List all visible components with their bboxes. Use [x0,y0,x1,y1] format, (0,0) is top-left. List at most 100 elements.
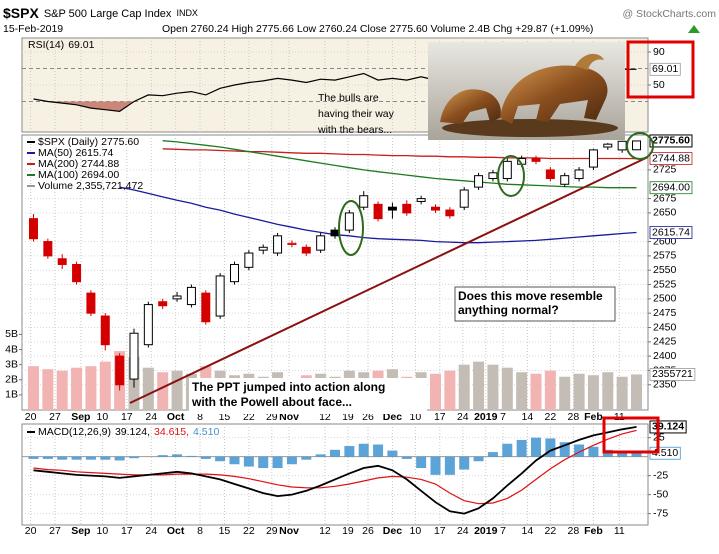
volume-bar [530,373,542,410]
up-arrow [688,25,700,33]
histogram-bar [315,454,326,457]
y-tick-label: 50 [653,79,665,91]
histogram-bar [487,452,498,457]
candle-body [359,195,369,208]
candle-body [72,263,82,283]
histogram-bar [416,456,427,469]
x-tick-label: 17 [434,411,446,423]
x-tick-label: Sep [71,525,90,537]
volume-bar [142,367,154,410]
x-tick-label: Dec [383,525,402,537]
annotation-box [454,286,616,322]
candle-body [617,140,627,151]
volume-bar [602,372,614,410]
highlight-ellipse [497,155,525,197]
value-tag-box [649,181,693,195]
header-line: $SPX S&P 500 Large Cap Index INDX [3,5,198,21]
value-tag-label: 39.124 [652,421,684,433]
candle-body [100,315,110,346]
candle-body [574,169,584,180]
annotation-text: The PPT jumped into action along [192,380,385,394]
y-tick-label: 90 [653,46,665,58]
histogram-bar [258,456,269,469]
volume-bar [85,366,97,410]
annotation-text: The bulls are [318,92,379,104]
value-tag-box [649,226,693,239]
x-tick-label: 2019 [474,525,498,537]
volume-bar [501,367,513,410]
histogram-bar [42,456,53,459]
histogram-bar [387,450,398,457]
candle-body [632,140,642,151]
value-tag-box [649,134,693,148]
histogram-bar [430,456,441,475]
candle-body [172,295,182,300]
y-tick-label: 2725 [653,164,677,176]
volume-bar [27,366,39,410]
histogram-bar [157,455,168,457]
x-tick-label: 27 [49,525,61,537]
volume-bar [430,373,442,410]
histogram-bar [545,438,556,457]
x-tick-label: 11 [614,525,625,537]
volume-bar [444,370,456,410]
candle-body [445,209,455,217]
volume-bar [544,370,556,410]
x-tick-label: Feb [584,411,603,423]
x-tick-label: 29 [266,525,278,537]
y-tick-label: -75 [653,507,668,519]
x-tick-label: 2019 [474,411,498,423]
legend-name: MA(50) [38,147,72,159]
candle-body [402,203,412,214]
x-tick-label: 28 [567,411,579,423]
x-tick-label: 22 [243,525,255,537]
volume-bar [473,361,485,410]
value-tag-box [649,62,681,76]
x-tick-label: 19 [342,411,354,423]
x-tick-label: 22 [243,411,255,423]
histogram-bar [444,456,455,475]
x-tick-label: 28 [567,525,579,537]
candle-body [459,189,469,208]
index-name: S&P 500 Large Cap Index [44,8,172,20]
exchange: INDX [176,8,198,18]
candle-body [531,157,541,162]
volume-bar [616,376,628,410]
candle-body [301,246,311,254]
x-tick-label: 14 [522,411,534,423]
legend-value: 69.01 [68,39,94,51]
x-tick-label: 19 [342,525,354,537]
x-tick-label: 8 [197,411,203,423]
candle-body [129,332,139,380]
bear [440,89,501,124]
histogram-bar [215,456,226,462]
x-tick-label: 26 [362,525,374,537]
value-tag-label: 2744.88 [652,152,690,164]
credit: @ StockCharts.com [622,8,716,20]
histogram-bar [631,453,642,457]
x-tick-label: 17 [434,525,446,537]
histogram-bar [272,456,283,469]
candle-body [431,206,441,211]
value-tag: 2744.88 [649,152,693,165]
y-tick-label: 2350 [653,379,677,391]
candle-body [115,355,125,386]
legend-value: 34.615, [154,426,189,438]
x-tick-label: 10 [97,411,109,423]
volume-bar [516,372,528,410]
legend-entry: MA(100) 2694.00 [38,169,119,181]
volume-bar [42,369,54,410]
moving-average-line [119,186,637,244]
histogram-bar [531,437,542,457]
macd-line [33,426,637,515]
x-tick-label: Oct [167,411,185,423]
histogram-bar [243,456,254,467]
x-tick-label: 20 [25,525,37,537]
x-tick-label: 14 [522,525,534,537]
x-tick-label: Sep [71,411,90,423]
histogram-bar [114,456,125,461]
moving-average-line [162,148,637,160]
histogram-bar [588,446,599,457]
y2-tick-label: 5B [5,328,18,340]
